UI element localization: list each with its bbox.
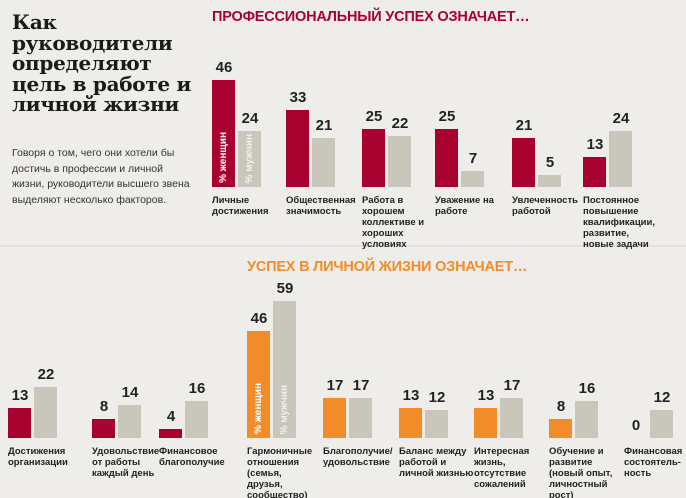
bar-men (575, 400, 598, 438)
value-label-men: 22 (37, 365, 55, 383)
legend-label-women: % женщин (253, 383, 264, 434)
category-label: Работа в хорошем коллективе и хороших ус… (362, 195, 425, 250)
value-label-men: 16 (578, 379, 596, 397)
category-label: Общественная значимость (286, 195, 356, 217)
bar-men (461, 170, 484, 187)
value-label-men: 21 (315, 117, 333, 135)
legend-label-men: % мужчин (279, 384, 290, 434)
value-label-women: 13 (477, 386, 495, 404)
category-label: Финансовая состоятель-ность (624, 446, 683, 479)
bar-women (286, 110, 309, 187)
value-label-women: 46 (215, 58, 233, 76)
bar-women (362, 128, 385, 187)
value-label-women: 13 (11, 386, 29, 404)
category-label: Финансовое благополучие (159, 446, 225, 468)
value-label-women: 33 (289, 89, 307, 107)
value-label-women: 21 (515, 117, 533, 135)
bar-men (349, 398, 372, 438)
bar-women (474, 407, 497, 438)
bar-men (425, 410, 448, 438)
bar-men (609, 131, 632, 187)
category-label: Удовольствие от работы каждый день (92, 446, 160, 479)
value-label-men: 17 (352, 377, 370, 395)
category-label: Достижения организации (8, 446, 68, 468)
personal-heading: УСПЕХ В ЛИЧНОЙ ЖИЗНИ ОЗНАЧАЕТ… (247, 259, 528, 275)
value-label-men: 24 (241, 110, 259, 128)
value-label-women: 13 (402, 386, 420, 404)
value-label-men: 7 (468, 149, 478, 167)
bar-men (118, 405, 141, 438)
description: Говоря о том, чего они хотели бы достичь… (12, 147, 190, 206)
bar-women (583, 156, 606, 187)
bar-women (323, 398, 346, 438)
bar-men: % мужчин (273, 300, 296, 438)
bar-women (159, 428, 182, 438)
main-title: Как руководители определяют цель в работ… (12, 10, 192, 116)
value-label-women: 8 (556, 398, 566, 416)
bar-women: % женщин (212, 79, 235, 187)
value-label-men: 22 (391, 114, 409, 132)
legend-label-women: % женщин (218, 132, 229, 183)
bar-women: % женщин (247, 330, 270, 438)
value-label-women: 25 (438, 107, 456, 125)
value-label-women: 8 (99, 398, 109, 416)
category-label: Постоянное повышение квалификации, разви… (583, 195, 655, 250)
bar-men (650, 410, 673, 438)
value-label-women: 4 (166, 407, 176, 425)
value-label-women: 46 (250, 309, 268, 327)
bar-women (549, 419, 572, 438)
bar-men (34, 386, 57, 438)
value-label-women: 0 (631, 417, 641, 434)
category-label: Гармоничные отношения (семья, друзья, со… (247, 446, 313, 498)
value-label-women: 13 (586, 135, 604, 153)
bar-men (500, 398, 523, 438)
value-label-women: 25 (365, 107, 383, 125)
bar-women (512, 138, 535, 187)
bar-women (92, 419, 115, 438)
value-label-men: 16 (188, 379, 206, 397)
bar-men (388, 135, 411, 187)
value-label-men: 5 (545, 154, 555, 172)
value-label-men: 12 (428, 389, 446, 407)
section-divider (0, 245, 686, 247)
bar-men: % мужчин (238, 131, 261, 187)
value-label-men: 12 (653, 389, 671, 407)
bar-men (312, 138, 335, 187)
category-label: Баланс между работой и личной жизнью (399, 446, 474, 479)
bar-men (185, 400, 208, 438)
category-label: Увлеченность работой (512, 195, 578, 217)
legend-label-men: % мужчин (244, 133, 255, 183)
bar-women (399, 407, 422, 438)
category-label: Уважение на работе (435, 195, 494, 217)
value-label-men: 14 (121, 384, 139, 402)
category-label: Интересная жизнь, отсутствие сожалений (474, 446, 530, 490)
value-label-men: 24 (612, 110, 630, 128)
category-label: Благополучие/ удовольствие (323, 446, 393, 468)
value-label-men: 17 (503, 377, 521, 395)
category-label: Обучение и развитие (новый опыт, личност… (549, 446, 613, 498)
bar-men (538, 175, 561, 187)
value-label-men: 59 (276, 279, 294, 297)
bar-women (8, 407, 31, 438)
category-label: Личные достижения (212, 195, 269, 217)
bar-women (435, 128, 458, 187)
professional-heading: ПРОФЕССИОНАЛЬНЫЙ УСПЕХ ОЗНАЧАЕТ… (212, 9, 530, 25)
value-label-women: 17 (326, 377, 344, 395)
